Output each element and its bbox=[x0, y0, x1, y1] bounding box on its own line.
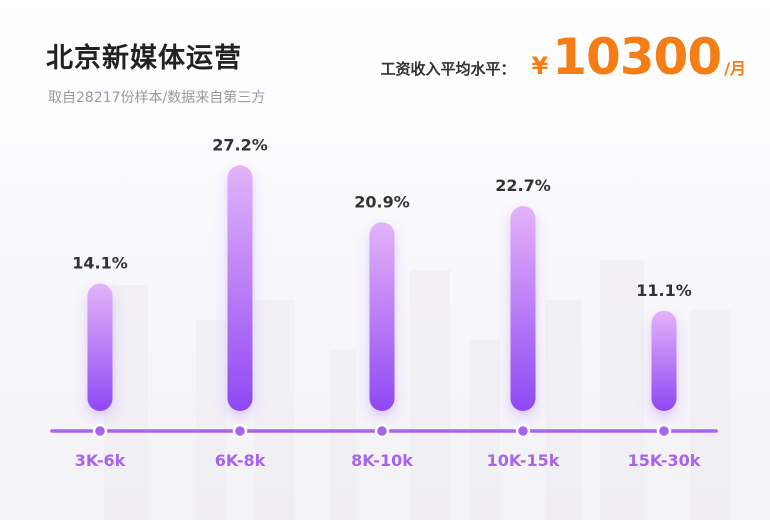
currency-symbol: ¥ bbox=[531, 52, 549, 80]
x-tick-label: 15K-30k bbox=[628, 451, 701, 470]
data-label: 14.1% bbox=[72, 254, 128, 273]
average-salary-value: 10300 bbox=[552, 28, 722, 86]
average-salary: 工资收入平均水平： ¥ 10300 /月 bbox=[380, 28, 746, 88]
salary-unit: /月 bbox=[724, 59, 746, 78]
bar-15K-30k bbox=[651, 310, 677, 411]
axis-tick-dot bbox=[374, 423, 390, 439]
data-label: 22.7% bbox=[495, 176, 551, 195]
page-subtitle: 取自28217份样本/数据来自第三方 bbox=[48, 90, 266, 106]
data-label: 27.2% bbox=[212, 135, 268, 154]
axis-tick-dot bbox=[92, 423, 108, 439]
x-tick-label: 8K-10k bbox=[351, 451, 413, 470]
bar-3K-6k bbox=[87, 283, 113, 411]
average-salary-label: 工资收入平均水平： bbox=[380, 60, 516, 78]
x-tick-label: 3K-6k bbox=[75, 451, 126, 470]
axis-tick-dot bbox=[656, 423, 672, 439]
axis-tick-dot bbox=[232, 423, 248, 439]
x-tick-label: 6K-8k bbox=[215, 451, 266, 470]
x-tick-label: 10K-15k bbox=[487, 451, 560, 470]
bar-6K-8k bbox=[227, 165, 253, 411]
bar-10K-15k bbox=[510, 206, 536, 411]
data-label: 11.1% bbox=[636, 281, 692, 300]
bar-8K-10k bbox=[369, 222, 395, 411]
axis-tick-dot bbox=[515, 423, 531, 439]
data-label: 20.9% bbox=[354, 192, 410, 211]
page-title: 北京新媒体运营 bbox=[46, 43, 242, 74]
